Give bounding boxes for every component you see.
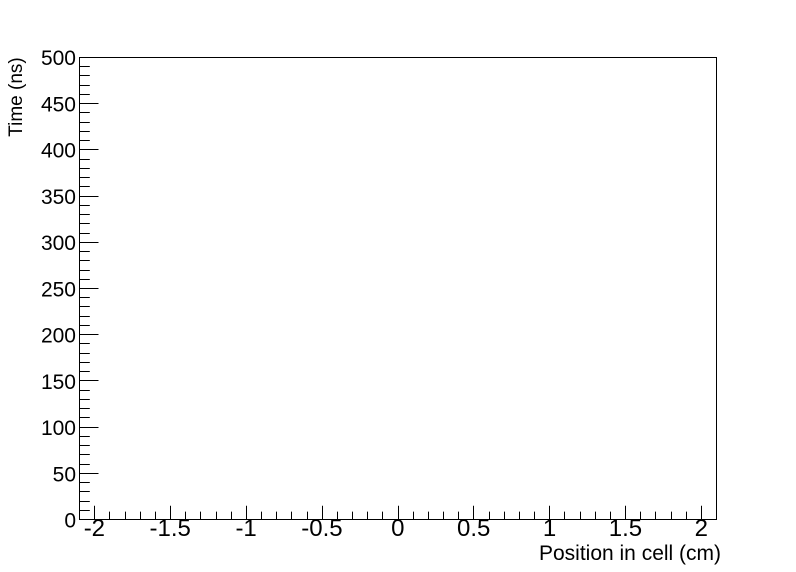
svg-text:-1: -1	[235, 515, 256, 542]
svg-text:500: 500	[41, 47, 76, 70]
svg-text:0: 0	[64, 510, 76, 533]
svg-text:400: 400	[41, 140, 76, 163]
svg-text:100: 100	[41, 417, 76, 440]
svg-text:1: 1	[543, 515, 556, 542]
svg-text:200: 200	[41, 325, 76, 348]
svg-text:-2: -2	[84, 515, 105, 542]
svg-text:250: 250	[41, 278, 76, 301]
svg-text:300: 300	[41, 232, 76, 255]
svg-text:0: 0	[391, 515, 404, 542]
svg-text:Time (ns): Time (ns)	[6, 57, 27, 137]
svg-text:450: 450	[41, 93, 76, 116]
svg-text:2: 2	[695, 515, 708, 542]
svg-text:0.5: 0.5	[457, 515, 490, 542]
svg-text:Position in cell (cm): Position in cell (cm)	[539, 542, 721, 565]
svg-text:50: 50	[53, 463, 76, 486]
svg-text:350: 350	[41, 186, 76, 209]
svg-text:-1.5: -1.5	[150, 515, 191, 542]
svg-text:-0.5: -0.5	[301, 515, 342, 542]
svg-text:1.5: 1.5	[609, 515, 642, 542]
svg-text:150: 150	[41, 371, 76, 394]
